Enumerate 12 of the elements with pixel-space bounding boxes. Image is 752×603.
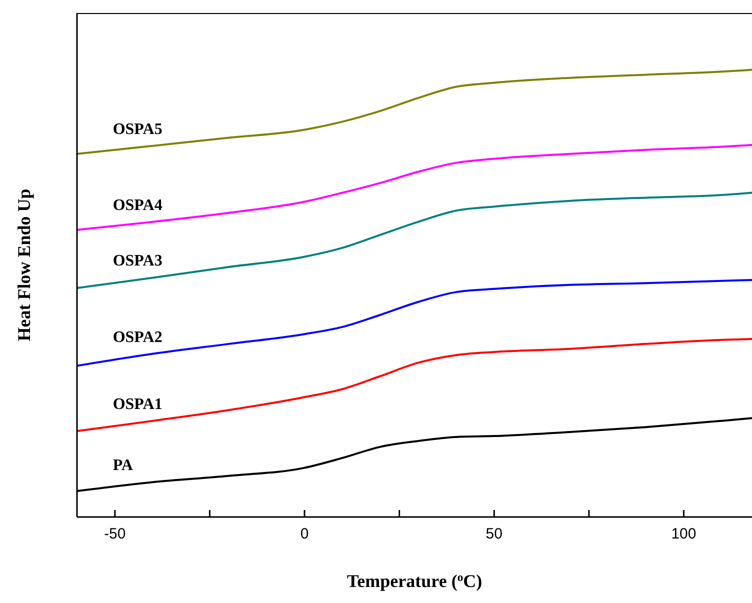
series-label: OSPA5	[112, 120, 162, 138]
x-tick-label: 100	[671, 526, 696, 543]
series-label: OSPA2	[112, 328, 162, 346]
series-label: OSPA3	[112, 252, 162, 270]
y-axis-title: Heat Flow Endo Up	[14, 188, 34, 342]
x-tick-label: -50	[104, 526, 126, 543]
series-label: OSPA4	[112, 196, 162, 214]
series-label: PA	[112, 457, 134, 474]
x-axis-title: Temperature ($^{o}$C)	[346, 570, 482, 591]
x-tick-label: 0	[300, 526, 309, 543]
series-label: OSPA1	[112, 396, 162, 413]
x-tick-label: 50	[486, 526, 502, 543]
